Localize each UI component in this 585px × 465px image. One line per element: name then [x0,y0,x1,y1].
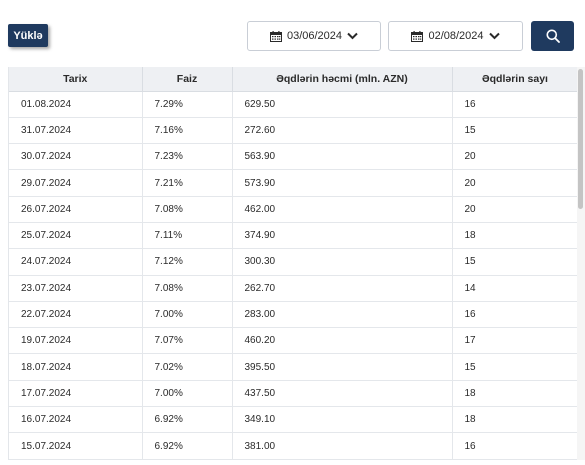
cell-date: 19.07.2024 [9,327,143,355]
cell-date: 25.07.2024 [9,222,143,250]
table-row: 25.07.2024 7.11% 374.90 18 [9,222,577,250]
table-row: 31.07.2024 7.16% 272.60 15 [9,117,577,145]
cell-count: 15 [452,117,577,145]
column-header-count[interactable]: Əqdlərin sayı [452,67,577,92]
scrollbar-thumb[interactable] [578,69,583,209]
data-table-container: Tarix Faiz Əqdlərin həcmi (mln. AZN) Əqd… [8,67,577,460]
table-row: 23.07.2024 7.08% 262.70 14 [9,275,577,302]
cell-date: 16.07.2024 [9,406,143,434]
vertical-scrollbar[interactable] [577,67,585,460]
cell-volume: 437.50 [232,380,453,408]
column-header-date[interactable]: Tarix [9,67,143,92]
cell-volume: 462.00 [232,196,453,223]
cell-volume: 300.30 [232,248,453,276]
cell-rate: 6.92% [142,406,233,434]
cell-date: 01.08.2024 [9,91,143,118]
cell-rate: 7.29% [142,91,233,118]
cell-date: 15.07.2024 [9,432,143,460]
cell-rate: 7.21% [142,169,233,197]
table-row: 17.07.2024 7.00% 437.50 18 [9,380,577,408]
table-row: 19.07.2024 7.07% 460.20 17 [9,327,577,355]
cell-date: 23.07.2024 [9,275,143,302]
upload-button[interactable]: Yüklə [8,24,48,47]
cell-volume: 283.00 [232,301,453,329]
cell-rate: 7.12% [142,248,233,276]
cell-date: 17.07.2024 [9,380,143,408]
cell-rate: 7.00% [142,301,233,329]
cell-volume: 573.90 [232,169,453,197]
cell-date: 22.07.2024 [9,301,143,329]
cell-rate: 7.11% [142,222,233,250]
cell-date: 29.07.2024 [9,169,143,197]
cell-volume: 272.60 [232,117,453,145]
cell-rate: 7.16% [142,117,233,145]
cell-count: 16 [452,91,577,118]
upload-button-label: Yüklə [13,29,43,42]
cell-count: 15 [452,353,577,381]
cell-count: 14 [452,275,577,302]
cell-volume: 262.70 [232,275,453,302]
cell-rate: 7.23% [142,143,233,171]
table-row: 01.08.2024 7.29% 629.50 16 [9,91,577,118]
chevron-down-icon [488,32,500,40]
table-header-row: Tarix Faiz Əqdlərin həcmi (mln. AZN) Əqd… [9,67,577,92]
date-to-value: 02/08/2024 [428,30,484,42]
cell-volume: 563.90 [232,143,453,171]
search-button[interactable] [531,21,574,51]
date-from-picker[interactable]: 03/06/2024 [247,21,381,51]
table-row: 30.07.2024 7.23% 563.90 20 [9,143,577,171]
cell-count: 20 [452,143,577,171]
table-row: 18.07.2024 7.02% 395.50 15 [9,353,577,381]
cell-volume: 395.50 [232,353,453,381]
chevron-down-icon [347,32,358,40]
cell-volume: 381.00 [232,432,453,460]
cell-count: 18 [452,222,577,250]
cell-date: 26.07.2024 [9,196,143,223]
table-row: 29.07.2024 7.21% 573.90 20 [9,169,577,197]
cell-count: 16 [452,432,577,460]
table-row: 16.07.2024 6.92% 349.10 18 [9,406,577,434]
cell-rate: 7.00% [142,380,233,408]
cell-rate: 7.02% [142,353,233,381]
date-from-value: 03/06/2024 [286,30,343,42]
calendar-icon [411,30,424,42]
search-icon [546,29,560,43]
date-to-picker[interactable]: 02/08/2024 [388,21,523,51]
table-row: 24.07.2024 7.12% 300.30 15 [9,248,577,276]
cell-rate: 7.08% [142,275,233,302]
cell-count: 18 [452,380,577,408]
column-header-rate[interactable]: Faiz [142,67,233,92]
cell-count: 16 [452,301,577,329]
cell-date: 30.07.2024 [9,143,143,171]
cell-count: 17 [452,327,577,355]
cell-volume: 629.50 [232,91,453,118]
toolbar: Yüklə 03/06/2024 02/0 [0,0,585,64]
cell-date: 31.07.2024 [9,117,143,145]
data-table: Tarix Faiz Əqdlərin həcmi (mln. AZN) Əqd… [9,67,577,460]
cell-volume: 349.10 [232,406,453,434]
cell-count: 18 [452,406,577,434]
cell-count: 20 [452,169,577,197]
cell-date: 18.07.2024 [9,353,143,381]
cell-volume: 374.90 [232,222,453,250]
table-row: 22.07.2024 7.00% 283.00 16 [9,301,577,329]
cell-date: 24.07.2024 [9,248,143,276]
table-body: 01.08.2024 7.29% 629.50 16 31.07.2024 7.16% 27… [9,91,577,460]
calendar-icon [269,30,282,42]
column-header-volume[interactable]: Əqdlərin həcmi (mln. AZN) [232,67,453,92]
cell-rate: 6.92% [142,432,233,460]
table-row: 26.07.2024 7.08% 462.00 20 [9,196,577,223]
table-row: 15.07.2024 6.92% 381.00 16 [9,432,577,460]
cell-count: 20 [452,196,577,223]
cell-count: 15 [452,248,577,276]
cell-volume: 460.20 [232,327,453,355]
cell-rate: 7.07% [142,327,233,355]
cell-rate: 7.08% [142,196,233,223]
